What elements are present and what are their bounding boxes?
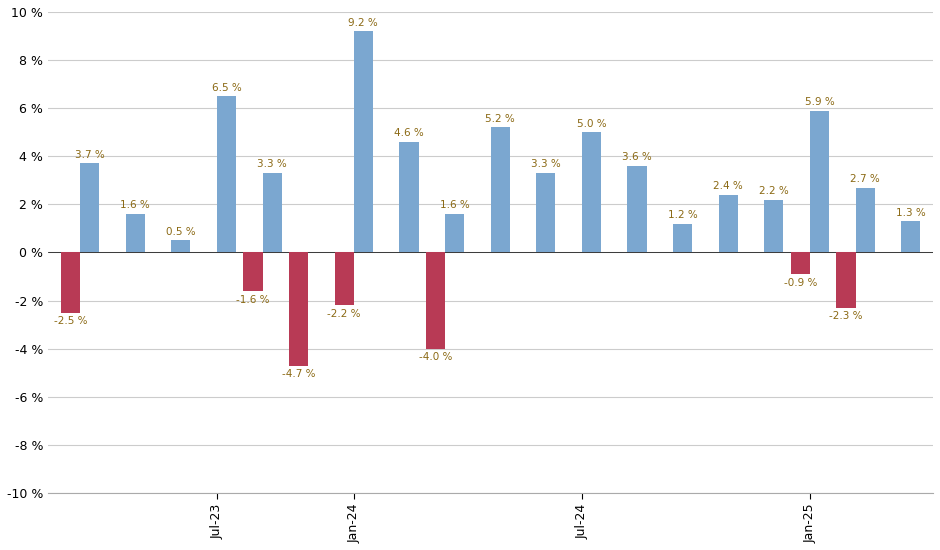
Text: 1.6 %: 1.6 % [440,200,469,211]
Text: 2.2 %: 2.2 % [759,186,789,196]
Text: 5.2 %: 5.2 % [485,114,515,124]
Text: 9.2 %: 9.2 % [349,18,378,28]
Bar [536,173,556,252]
Bar [289,252,308,366]
Bar [764,200,783,252]
Text: 1.2 %: 1.2 % [667,210,697,220]
Bar [445,214,464,252]
Text: 4.6 %: 4.6 % [394,128,424,138]
Bar [61,252,80,312]
Bar [491,128,509,252]
Bar [171,240,191,252]
Bar [126,214,145,252]
Text: 5.9 %: 5.9 % [805,97,835,107]
Bar [837,252,855,308]
Bar [262,173,282,252]
Text: -2.3 %: -2.3 % [829,311,863,321]
Bar [855,188,875,252]
Text: 3.3 %: 3.3 % [531,160,560,169]
Text: -4.7 %: -4.7 % [282,369,315,379]
Bar [628,166,647,252]
Text: 1.3 %: 1.3 % [896,207,926,218]
Bar [353,31,373,252]
Text: 5.0 %: 5.0 % [576,119,606,129]
Text: -0.9 %: -0.9 % [784,278,817,288]
Text: -2.5 %: -2.5 % [54,316,87,326]
Bar [217,96,236,252]
Text: 3.3 %: 3.3 % [258,160,287,169]
Bar [810,111,829,252]
Text: 0.5 %: 0.5 % [166,227,196,237]
Text: 2.7 %: 2.7 % [850,174,880,184]
Bar [335,252,353,305]
Text: -2.2 %: -2.2 % [327,309,361,319]
Bar [400,142,418,252]
Text: 3.7 %: 3.7 % [75,150,104,160]
Bar [426,252,445,349]
Text: -1.6 %: -1.6 % [236,295,270,305]
Bar [791,252,810,274]
Text: -4.0 %: -4.0 % [418,353,452,362]
Bar [243,252,262,291]
Bar [719,195,738,252]
Bar [582,132,601,252]
Bar [673,224,692,252]
Bar [901,221,920,252]
Text: 3.6 %: 3.6 % [622,152,652,162]
Bar [80,163,100,252]
Text: 2.4 %: 2.4 % [713,181,744,191]
Text: 6.5 %: 6.5 % [212,82,242,92]
Text: 1.6 %: 1.6 % [120,200,150,211]
